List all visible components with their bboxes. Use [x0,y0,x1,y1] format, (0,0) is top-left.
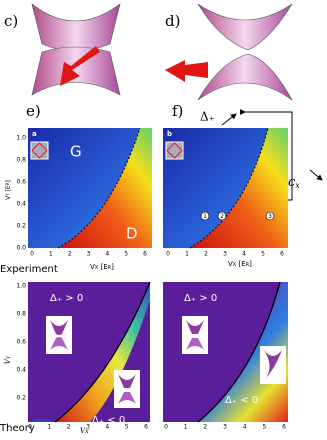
y-tick-label: 0.8 [16,157,26,164]
x-tick-label: 0 [166,251,170,258]
panel-label: d) [165,12,180,30]
x-tick-label: 0 [28,424,32,431]
region-label: Δ₊ > 0 [184,293,217,304]
region-label: D [126,225,138,243]
theory-right [163,281,288,423]
y-tick-label: 0.2 [16,223,26,230]
y-tick-label: 0.6 [16,339,26,346]
x-axis-label: VX [ER] [228,260,252,268]
arrow [221,113,237,126]
y-tick-label: 1.0 [16,135,26,142]
x-tick-label: 6 [144,424,148,431]
marker-label: 3 [268,213,272,220]
theory-left [28,281,151,423]
x-tick-label: 1 [47,424,51,431]
x-tick-label: 1 [184,424,188,431]
x-tick-label: 2 [68,251,72,258]
x-tick-label: 0 [30,251,34,258]
x-axis-label: VX [80,427,89,435]
delta-label: Δ₊ [200,110,215,124]
x-tick-label: 5 [125,424,129,431]
heatmap-e [28,127,152,249]
x-axis-label: VX [ER] [90,263,114,271]
x-tick-label: 5 [261,251,265,258]
x-tick-label: 2 [203,424,207,431]
y-tick-label: 0.4 [16,201,26,208]
x-tick-label: 5 [124,251,128,258]
y-axis-label: VY [ER] [5,180,12,200]
x-tick-label: 6 [282,424,286,431]
cone-d [165,3,293,101]
x-tick-label: 3 [87,251,91,258]
region-label: Δ₊ < 0 [225,395,258,406]
x-tick-label: 5 [262,424,266,431]
x-tick-label: 2 [204,251,208,258]
x-tick-label: 1 [49,251,53,258]
x-tick-label: 3 [86,424,90,431]
arrow [309,169,323,181]
x-tick-label: 1 [185,251,189,258]
y-tick-label: 0.8 [16,311,26,318]
x-tick-label: 0 [164,424,168,431]
heatmap-f [163,127,288,249]
x-tick-label: 6 [280,251,284,258]
region-label: Δ₊ > 0 [50,293,83,304]
inset-label: a [32,130,37,138]
region-label: G [70,143,82,161]
y-axis-label: VY [4,355,12,364]
x-tick-label: 3 [223,424,227,431]
x-tick-label: 4 [105,251,109,258]
panel-label: c) [4,12,18,30]
region-label: Δ₊ < 0 [92,415,125,426]
marker-label: 2 [220,213,224,220]
inset-label: b [167,130,172,138]
x-tick-label: 4 [243,424,247,431]
panel-label: f) [172,102,183,120]
x-tick-label: 6 [143,251,147,258]
x-tick-label: 4 [242,251,246,258]
x-tick-label: 4 [105,424,109,431]
markers: 1 2 3 [200,211,275,221]
panel-label: e) [26,102,41,120]
cone-c [31,3,121,96]
x-tick-label: 3 [223,251,227,258]
row-label: Theory [0,423,35,434]
marker-label: 1 [203,213,207,220]
y-tick-label: 0.4 [16,367,26,374]
y-tick-label: 0.2 [16,395,26,402]
cx-label: cx [288,175,300,191]
x-tick-label: 2 [67,424,71,431]
y-tick-label: 1.0 [16,283,26,290]
y-tick-label: 0.6 [16,179,26,186]
y-tick-label: 0.0 [16,245,26,252]
row-label: Experiment [0,264,58,275]
